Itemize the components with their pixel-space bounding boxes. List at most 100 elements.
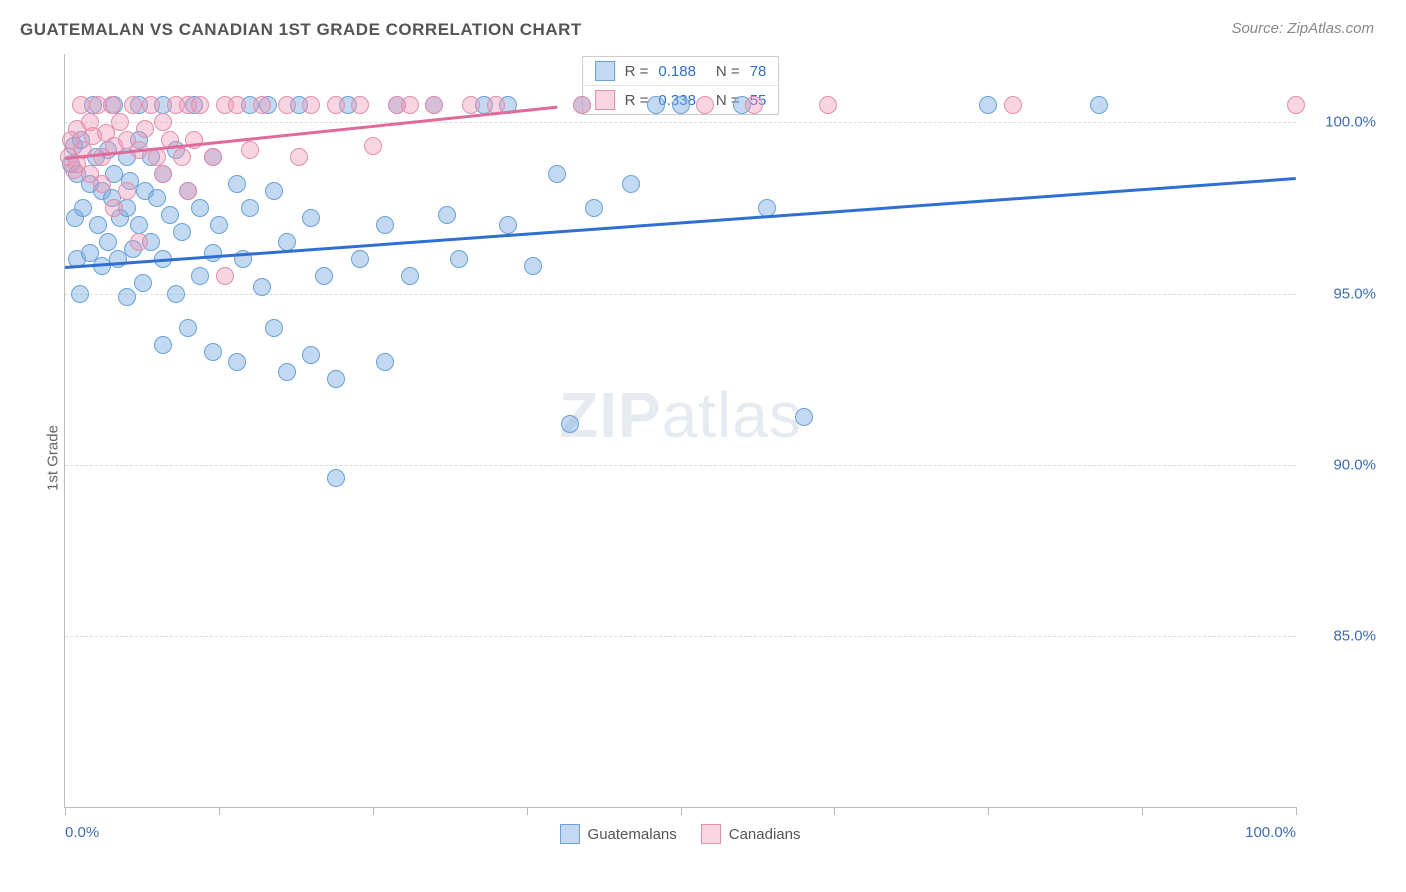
data-point (364, 137, 382, 155)
data-point (290, 148, 308, 166)
data-point (228, 96, 246, 114)
legend-swatch (595, 90, 615, 110)
data-point (401, 96, 419, 114)
data-point (204, 148, 222, 166)
y-axis-label: 1st Grade (44, 425, 61, 491)
watermark: ZIPatlas (559, 378, 802, 452)
data-point (499, 216, 517, 234)
data-point (585, 199, 603, 217)
y-tick-label: 85.0% (1306, 627, 1376, 644)
n-value: 78 (750, 63, 767, 80)
data-point (179, 182, 197, 200)
data-point (118, 182, 136, 200)
x-tick (527, 807, 528, 815)
data-point (103, 96, 121, 114)
series-legend: Guatemalans Canadians (64, 824, 1296, 844)
data-point (462, 96, 480, 114)
data-point (154, 336, 172, 354)
data-point (647, 96, 665, 114)
data-point (89, 216, 107, 234)
data-point (72, 96, 90, 114)
data-point (425, 96, 443, 114)
data-point (278, 363, 296, 381)
x-tick (1142, 807, 1143, 815)
series-legend-item: Canadians (701, 824, 801, 844)
data-point (228, 353, 246, 371)
data-point (130, 233, 148, 251)
data-point (401, 267, 419, 285)
data-point (351, 96, 369, 114)
data-point (302, 96, 320, 114)
data-point (315, 267, 333, 285)
data-point (228, 175, 246, 193)
data-point (1287, 96, 1305, 114)
legend-swatch (701, 824, 721, 844)
data-point (795, 408, 813, 426)
data-point (1004, 96, 1022, 114)
gridline (65, 465, 1296, 466)
data-point (327, 370, 345, 388)
x-tick (681, 807, 682, 815)
data-point (191, 199, 209, 217)
data-point (124, 96, 142, 114)
data-point (173, 148, 191, 166)
data-point (302, 209, 320, 227)
x-tick (1296, 807, 1297, 815)
data-point (134, 274, 152, 292)
series-name: Guatemalans (588, 826, 677, 843)
data-point (573, 96, 591, 114)
data-point (179, 319, 197, 337)
data-point (253, 96, 271, 114)
data-point (74, 199, 92, 217)
legend-swatch (560, 824, 580, 844)
y-tick-label: 100.0% (1306, 114, 1376, 131)
data-point (99, 233, 117, 251)
data-point (148, 189, 166, 207)
trend-line (65, 177, 1296, 268)
data-point (253, 278, 271, 296)
x-tick (373, 807, 374, 815)
data-point (302, 346, 320, 364)
stats-legend-row: R =0.188N =78 (583, 57, 779, 86)
data-point (1090, 96, 1108, 114)
n-label: N = (716, 63, 740, 80)
data-point (241, 199, 259, 217)
gridline (65, 294, 1296, 295)
x-tick (834, 807, 835, 815)
data-point (154, 165, 172, 183)
r-label: R = (625, 63, 649, 80)
data-point (561, 415, 579, 433)
data-point (979, 96, 997, 114)
gridline (65, 636, 1296, 637)
data-point (204, 343, 222, 361)
data-point (216, 267, 234, 285)
chart-title: GUATEMALAN VS CANADIAN 1ST GRADE CORRELA… (20, 20, 582, 40)
data-point (265, 182, 283, 200)
data-point (241, 141, 259, 159)
chart-container: 1st Grade ZIPatlas R =0.188N =78R =0.338… (20, 54, 1386, 862)
x-tick (65, 807, 66, 815)
data-point (118, 288, 136, 306)
data-point (524, 257, 542, 275)
data-point (161, 206, 179, 224)
y-tick-label: 90.0% (1306, 456, 1376, 473)
data-point (191, 267, 209, 285)
data-point (71, 285, 89, 303)
data-point (672, 96, 690, 114)
series-name: Canadians (729, 826, 801, 843)
data-point (93, 175, 111, 193)
data-point (745, 96, 763, 114)
data-point (105, 199, 123, 217)
r-label: R = (625, 92, 649, 109)
x-tick (988, 807, 989, 815)
data-point (142, 96, 160, 114)
series-legend-item: Guatemalans (560, 824, 677, 844)
data-point (548, 165, 566, 183)
data-point (130, 216, 148, 234)
data-point (376, 353, 394, 371)
plot-area: ZIPatlas R =0.188N =78R =0.338N =55 0.0%… (64, 54, 1296, 808)
gridline (65, 122, 1296, 123)
data-point (622, 175, 640, 193)
data-point (173, 223, 191, 241)
data-point (696, 96, 714, 114)
